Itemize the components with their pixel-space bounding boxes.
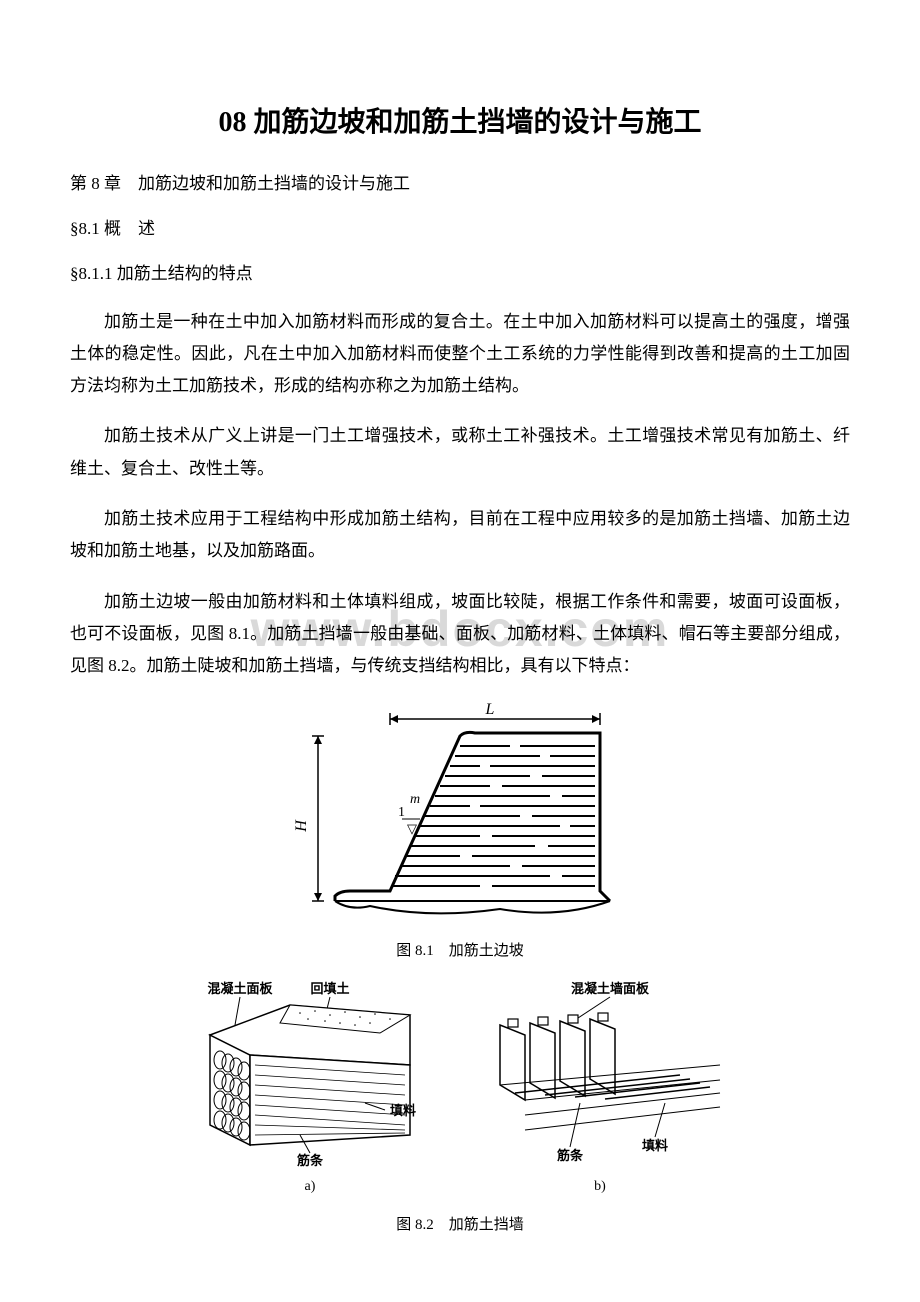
figure-8-1-caption: 图 8.1 加筋土边坡 [70, 939, 850, 960]
fig1-slope-arrow: ▽ [407, 821, 417, 836]
figure-8-1: L H [70, 701, 850, 960]
figure-8-2-caption: 图 8.2 加筋土挡墙 [70, 1213, 850, 1234]
fig2b-panel-label: 混凝土墙面板 [571, 981, 650, 996]
fig2-sub-a: 混凝土面板 回填土 [207, 981, 416, 1194]
fig1-slope-1: 1 [398, 805, 405, 820]
fig2a-fill-label: 填料 [390, 1103, 416, 1118]
section-8-1: §8.1 概 述 [70, 215, 850, 242]
fig1-slope-m: m [410, 792, 420, 807]
fig2a-backfill-label: 回填土 [310, 981, 349, 996]
chapter-heading: 第 8 章 加筋边坡和加筋土挡墙的设计与施工 [70, 170, 850, 197]
paragraph-3: 加筋土技术应用于工程结构中形成加筋土结构，目前在工程中应用较多的是加筋土挡墙、加… [70, 503, 850, 568]
paragraph-2: 加筋土技术从广义上讲是一门土工增强技术，或称土工补强技术。土工增强技术常见有加筋… [70, 420, 850, 485]
fig1-label-L: L [485, 701, 495, 718]
document-content: 08 加筋边坡和加筋土挡墙的设计与施工 第 8 章 加筋边坡和加筋土挡墙的设计与… [70, 100, 850, 1234]
fig2a-strip-label: 筋条 [296, 1153, 324, 1168]
figure-8-1-svg: L H [280, 701, 640, 931]
section-8-1-1: §8.1.1 加筋土结构的特点 [70, 260, 850, 287]
figure-8-2: 混凝土面板 回填土 [70, 975, 850, 1234]
fig2b-strip-label: 筋条 [556, 1148, 584, 1163]
paragraph-1: 加筋土是一种在土中加入加筋材料而形成的复合土。在土中加入加筋材料可以提高土的强度… [70, 306, 850, 403]
fig1-label-H: H [293, 818, 310, 832]
fig2-sub-b-label: b) [594, 1179, 606, 1194]
paragraph-4: 加筋土边坡一般由加筋材料和土体填料组成，坡面比较陡，根据工作条件和需要，坡面可设… [70, 586, 850, 683]
fig2a-panel-label: 混凝土面板 [207, 981, 273, 996]
fig2b-fill-label: 填料 [642, 1138, 668, 1153]
page-title: 08 加筋边坡和加筋土挡墙的设计与施工 [70, 100, 850, 140]
fig2-sub-a-label: a) [305, 1179, 316, 1194]
figure-8-2-svg: 混凝土面板 回填土 [180, 975, 740, 1205]
fig2-sub-b: 混凝土墙面板 [500, 981, 720, 1194]
